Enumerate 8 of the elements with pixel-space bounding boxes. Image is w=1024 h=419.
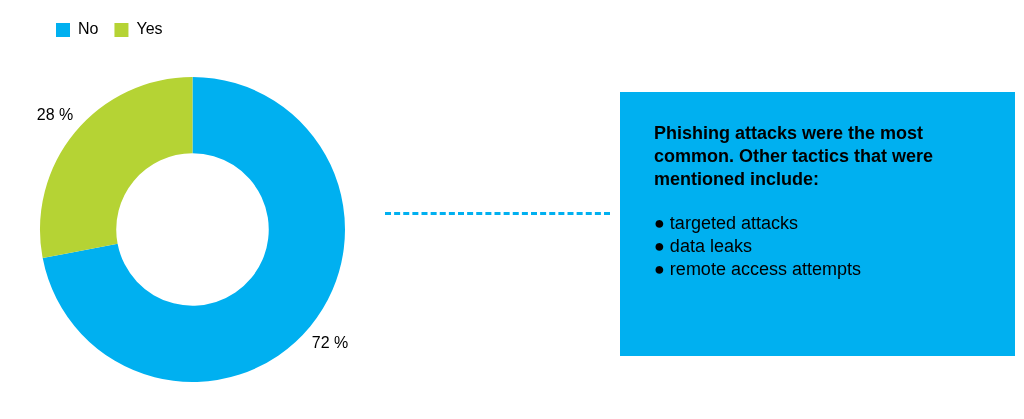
text: Phishing attacks were the most common. Other tactics that were mentioned include: <box>654 122 935 191</box>
data-label: 72 % <box>311 333 349 351</box>
legend-label: Yes <box>136 20 163 38</box>
text: ● remote access attempts <box>654 258 862 281</box>
legend-label: No <box>78 20 99 38</box>
text: ● data leaks <box>654 235 753 258</box>
data-label: 28 % <box>36 106 74 124</box>
text: ● targeted attacks <box>654 212 799 235</box>
